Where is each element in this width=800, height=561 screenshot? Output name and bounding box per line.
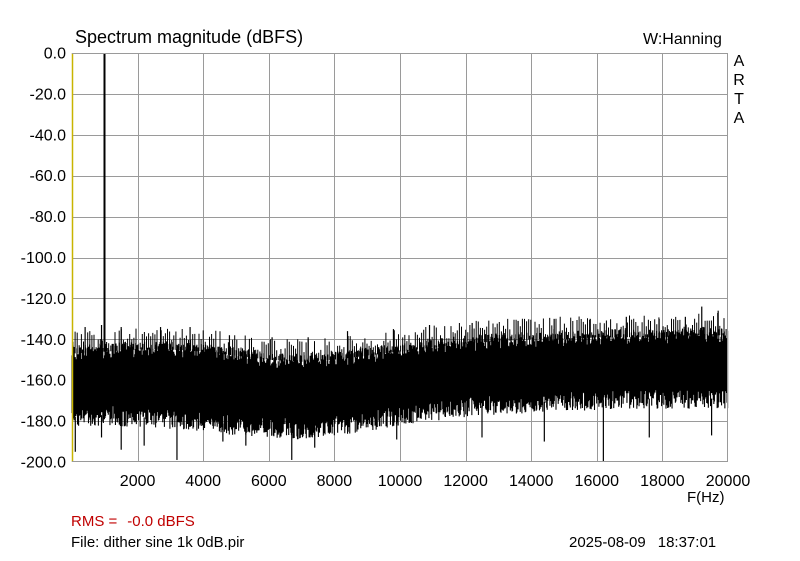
chart-title: Spectrum magnitude (dBFS) bbox=[75, 27, 304, 47]
y-tick-label: -40.0 bbox=[30, 127, 67, 144]
x-tick-label: 14000 bbox=[509, 473, 554, 490]
y-tick-label: -180.0 bbox=[21, 414, 66, 431]
y-tick-label: -100.0 bbox=[21, 250, 66, 267]
y-tick-label: -120.0 bbox=[21, 291, 66, 308]
y-tick-label: -140.0 bbox=[21, 332, 66, 349]
brand-letter: R bbox=[733, 72, 745, 89]
date-text: 2025-08-09 bbox=[569, 534, 646, 551]
y-tick-label: -80.0 bbox=[30, 209, 67, 226]
brand-logo: A R T A bbox=[733, 52, 745, 128]
rms-value: -0.0 dBFS bbox=[127, 513, 195, 530]
x-tick-label: 10000 bbox=[378, 473, 423, 490]
y-tick-label: 0.0 bbox=[44, 46, 66, 63]
timestamp: 2025-08-09 18:37:01 bbox=[569, 534, 716, 551]
y-tick-label: -20.0 bbox=[30, 86, 67, 103]
x-tick-label: 12000 bbox=[443, 473, 488, 490]
y-tick-label: -200.0 bbox=[21, 455, 66, 472]
y-tick-label: -60.0 bbox=[30, 168, 67, 185]
x-tick-label: 18000 bbox=[640, 473, 685, 490]
brand-letter: A bbox=[733, 110, 745, 127]
x-tick-label: 16000 bbox=[575, 473, 620, 490]
noise-floor-trace bbox=[71, 327, 729, 440]
x-tick-label: 20000 bbox=[706, 473, 751, 490]
file-name: File: dither sine 1k 0dB.pir bbox=[71, 534, 245, 551]
x-tick-label: 8000 bbox=[317, 473, 353, 490]
rms-label: RMS = bbox=[71, 513, 118, 530]
brand-letter: A bbox=[733, 53, 745, 70]
window-function-label: W:Hanning bbox=[643, 31, 722, 48]
brand-letter: T bbox=[734, 91, 744, 108]
time-text: 18:37:01 bbox=[657, 534, 717, 551]
x-axis-label: F(Hz) bbox=[687, 489, 725, 506]
x-tick-label: 6000 bbox=[251, 473, 287, 490]
rms-readout: RMS = -0.0 dBFS bbox=[71, 513, 195, 530]
y-tick-label: -160.0 bbox=[21, 373, 66, 390]
x-tick-label: 2000 bbox=[120, 473, 156, 490]
x-tick-label: 4000 bbox=[185, 473, 221, 490]
